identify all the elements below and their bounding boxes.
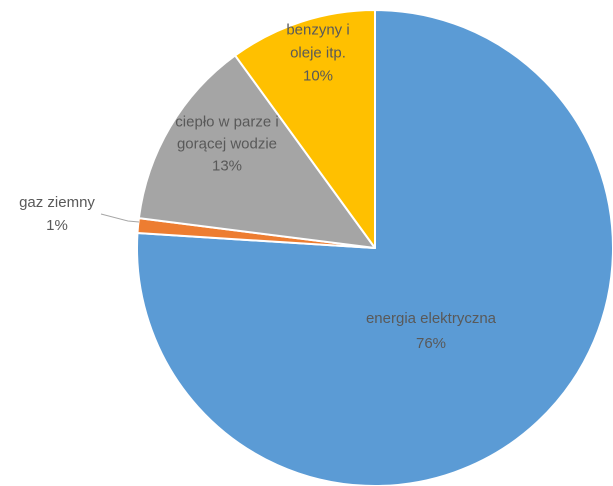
data-label-category: oleje itp. xyxy=(290,45,346,62)
data-label-benzyny-i-oleje-itp: benzyny i oleje itp. 10% xyxy=(286,22,349,85)
leader-line-gaz-ziemny xyxy=(100,213,140,223)
data-label-category: energia elektryczna xyxy=(366,310,497,327)
data-label-percent: 76% xyxy=(416,335,446,352)
data-label-energia-elektryczna: energia elektryczna 76% xyxy=(366,310,497,352)
data-label-gaz-ziemny: gaz ziemny 1% xyxy=(19,194,95,234)
pie-slice-benzyny-i-oleje-itp xyxy=(234,9,376,249)
pie-slice-cieplo-w-parze-i-goracej-wodzie xyxy=(137,54,376,249)
data-labels-layer: energia elektryczna 76% gaz ziemny 1% ciepło… xyxy=(19,22,497,353)
data-label-category: gorącej wodzie xyxy=(177,136,277,153)
data-label-category: gaz ziemny xyxy=(19,194,95,211)
data-label-cieplo-w-parze-i-goracej-wodzie: ciepło w parze i gorącej wodzie 13% xyxy=(175,114,278,175)
data-label-category: ciepło w parze i xyxy=(175,114,278,131)
data-label-percent: 13% xyxy=(212,158,242,175)
leader-lines-layer xyxy=(100,213,140,223)
slices-layer xyxy=(136,9,613,486)
data-label-percent: 1% xyxy=(46,217,68,234)
data-label-percent: 10% xyxy=(303,68,333,85)
pie-slice-energia-elektryczna xyxy=(136,9,613,486)
data-label-category: benzyny i xyxy=(286,22,349,39)
